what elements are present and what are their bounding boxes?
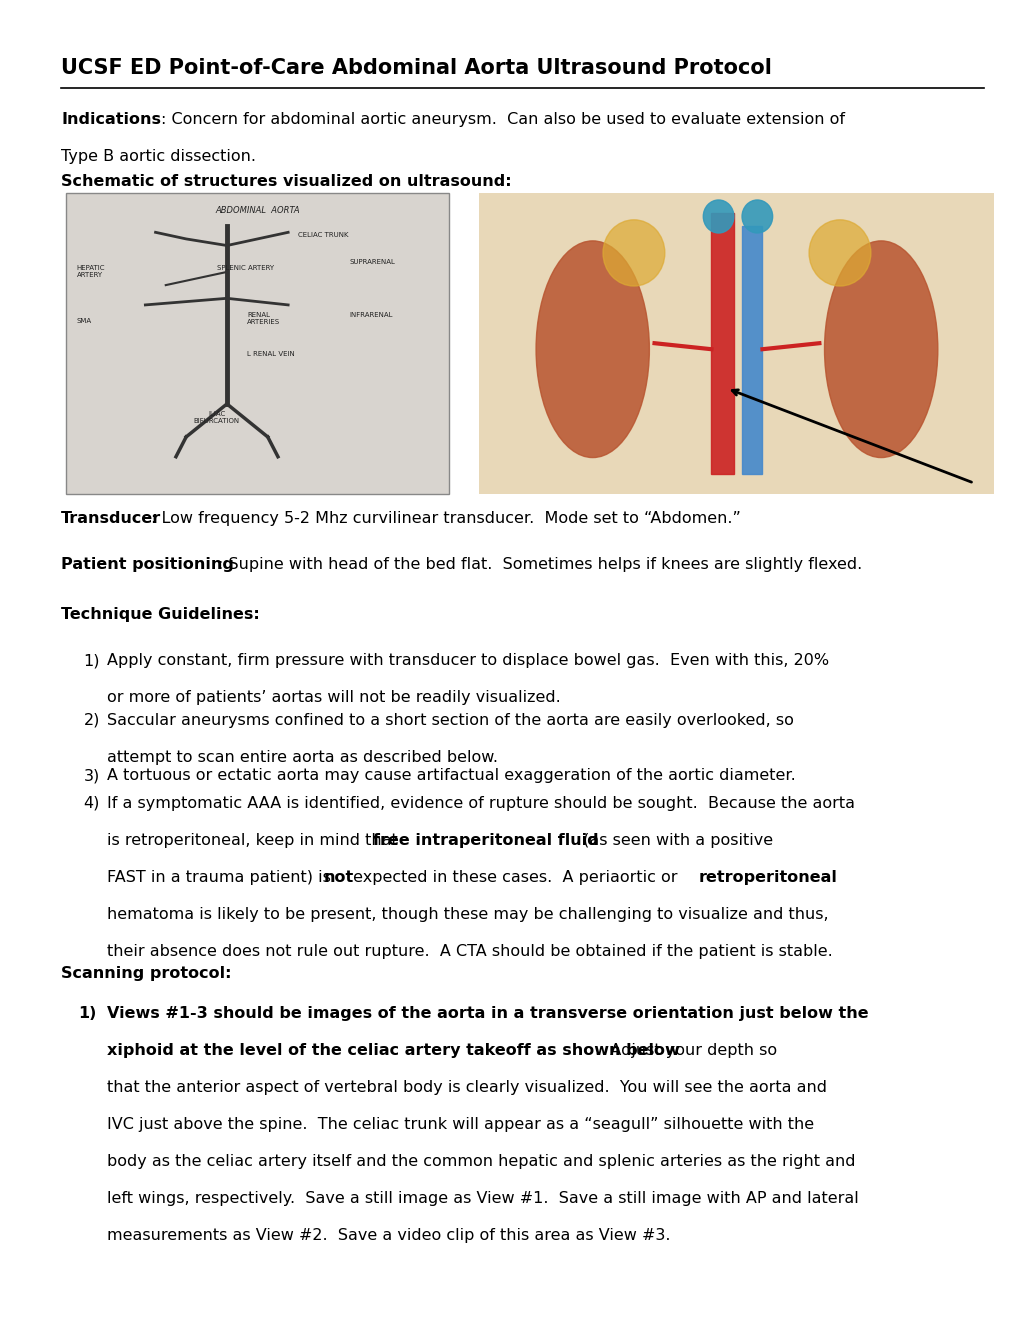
Bar — [711, 213, 734, 474]
Text: hematoma is likely to be present, though these may be challenging to visualize a: hematoma is likely to be present, though… — [107, 907, 827, 921]
Text: Saccular aneurysms confined to a short section of the aorta are easily overlooke: Saccular aneurysms confined to a short s… — [107, 713, 793, 727]
Text: their absence does not rule out rupture.  A CTA should be obtained if the patien: their absence does not rule out rupture.… — [107, 944, 833, 958]
Text: : Low frequency 5-2 Mhz curvilinear transducer.  Mode set to “Abdomen.”: : Low frequency 5-2 Mhz curvilinear tran… — [151, 511, 740, 525]
Ellipse shape — [536, 240, 649, 458]
Text: : Concern for abdominal aortic aneurysm.  Can also be used to evaluate extension: : Concern for abdominal aortic aneurysm.… — [161, 112, 845, 127]
Text: retroperitoneal: retroperitoneal — [698, 870, 837, 884]
Text: IVC just above the spine.  The celiac trunk will appear as a “seagull” silhouett: IVC just above the spine. The celiac tru… — [107, 1117, 813, 1131]
Text: INFRARENAL: INFRARENAL — [348, 312, 392, 318]
Text: .  Adjust your depth so: . Adjust your depth so — [594, 1043, 776, 1057]
Text: measurements as View #2.  Save a video clip of this area as View #3.: measurements as View #2. Save a video cl… — [107, 1228, 669, 1242]
Text: Transducer: Transducer — [61, 511, 161, 525]
Ellipse shape — [823, 240, 936, 458]
Text: xiphoid at the level of the celiac artery takeoff as shown below: xiphoid at the level of the celiac arter… — [107, 1043, 680, 1057]
Text: SPLENIC ARTERY: SPLENIC ARTERY — [217, 265, 274, 272]
Bar — [66, 193, 448, 494]
Text: (as seen with a positive: (as seen with a positive — [578, 833, 772, 847]
Text: L RENAL VEIN: L RENAL VEIN — [248, 351, 294, 358]
Text: If a symptomatic AAA is identified, evidence of rupture should be sought.  Becau: If a symptomatic AAA is identified, evid… — [107, 796, 854, 810]
Text: 1): 1) — [84, 653, 100, 668]
Bar — [742, 226, 761, 474]
Text: Indications: Indications — [61, 112, 161, 127]
Text: or more of patients’ aortas will not be readily visualized.: or more of patients’ aortas will not be … — [107, 690, 560, 705]
Text: 1): 1) — [78, 1006, 97, 1020]
Text: Type B aortic dissection.: Type B aortic dissection. — [61, 149, 256, 164]
Text: Technique Guidelines:: Technique Guidelines: — [61, 607, 260, 622]
Ellipse shape — [742, 199, 772, 232]
Text: that the anterior aspect of vertebral body is clearly visualized.  You will see : that the anterior aspect of vertebral bo… — [107, 1080, 826, 1094]
Text: CELIAC TRUNK: CELIAC TRUNK — [299, 232, 348, 239]
Text: 2): 2) — [84, 713, 100, 727]
Bar — [479, 193, 994, 494]
Text: ABDOMINAL  AORTA: ABDOMINAL AORTA — [215, 206, 300, 215]
Text: Views #1-3 should be images of the aorta in a transverse orientation just below : Views #1-3 should be images of the aorta… — [107, 1006, 868, 1020]
Text: is retroperitoneal, keep in mind that: is retroperitoneal, keep in mind that — [107, 833, 403, 847]
Text: expected in these cases.  A periaortic or: expected in these cases. A periaortic or — [347, 870, 682, 884]
Ellipse shape — [808, 220, 870, 286]
Text: free intraperitoneal fluid: free intraperitoneal fluid — [373, 833, 598, 847]
Text: HEPATIC
ARTERY: HEPATIC ARTERY — [76, 265, 105, 279]
Text: Patient positioning: Patient positioning — [61, 557, 233, 572]
Text: FAST in a trauma patient) is: FAST in a trauma patient) is — [107, 870, 336, 884]
Text: A tortuous or ectatic aorta may cause artifactual exaggeration of the aortic dia: A tortuous or ectatic aorta may cause ar… — [107, 768, 795, 783]
Text: RENAL
ARTERIES: RENAL ARTERIES — [248, 312, 280, 325]
Text: body as the celiac artery itself and the common hepatic and splenic arteries as : body as the celiac artery itself and the… — [107, 1154, 855, 1168]
Ellipse shape — [703, 199, 733, 232]
Text: Apply constant, firm pressure with transducer to displace bowel gas.  Even with : Apply constant, firm pressure with trans… — [107, 653, 828, 668]
Text: : Supine with head of the bed flat.  Sometimes helps if knees are slightly flexe: : Supine with head of the bed flat. Some… — [218, 557, 862, 572]
Text: SUPRARENAL: SUPRARENAL — [348, 259, 394, 265]
Ellipse shape — [602, 220, 664, 286]
Text: UCSF ED Point-of-Care Abdominal Aorta Ultrasound Protocol: UCSF ED Point-of-Care Abdominal Aorta Ul… — [61, 58, 771, 78]
Text: Scanning protocol:: Scanning protocol: — [61, 966, 231, 981]
Text: not: not — [323, 870, 354, 884]
Text: Schematic of structures visualized on ultrasound:: Schematic of structures visualized on ul… — [61, 174, 512, 189]
Text: 4): 4) — [84, 796, 100, 810]
Text: 3): 3) — [84, 768, 100, 783]
Text: ILIAC
BIFURCATION: ILIAC BIFURCATION — [194, 411, 239, 424]
Text: left wings, respectively.  Save a still image as View #1.  Save a still image wi: left wings, respectively. Save a still i… — [107, 1191, 858, 1205]
Text: attempt to scan entire aorta as described below.: attempt to scan entire aorta as describe… — [107, 750, 497, 764]
Text: SMA: SMA — [76, 318, 92, 325]
